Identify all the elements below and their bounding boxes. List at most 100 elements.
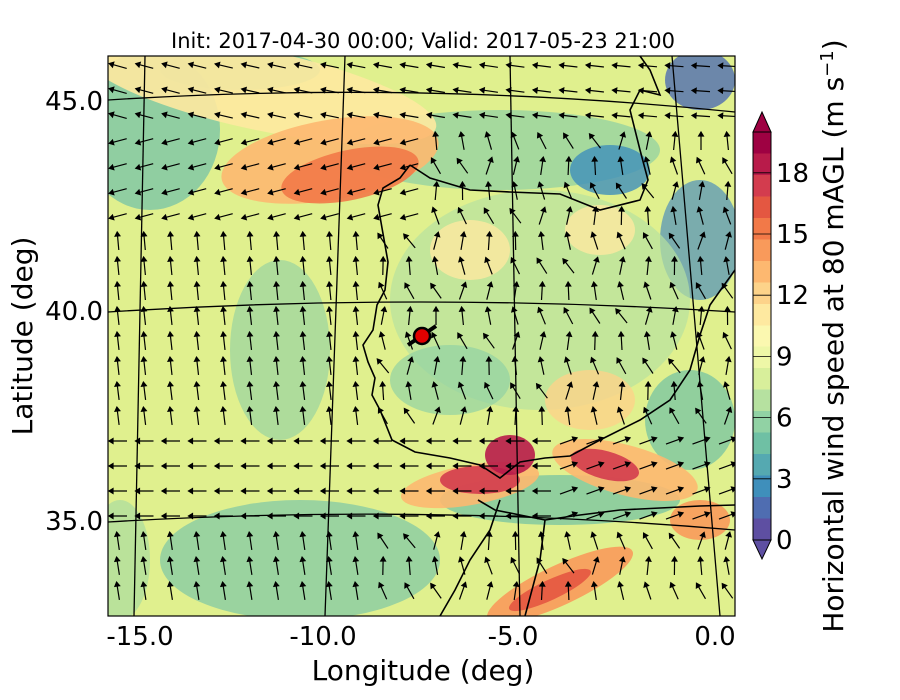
wind-arrow-head: [399, 86, 406, 94]
wind-arrow-head: [590, 580, 598, 588]
wind-arrow-head: [319, 512, 326, 520]
wind-arrow-head: [240, 437, 247, 445]
coastlines: [362, 56, 735, 616]
wind-arrow-head: [590, 231, 597, 238]
wind-arrow-head: [589, 307, 596, 315]
iberia-coastline: [362, 164, 735, 479]
wind-arrow-head: [668, 532, 675, 540]
wind-arrow-head: [219, 530, 227, 538]
wind-arrow-head: [452, 512, 459, 520]
wind-arrow-head: [299, 405, 307, 413]
wind-arrow-head: [240, 213, 248, 221]
wind-arrow-head: [536, 257, 543, 265]
wind-arrow-head: [558, 86, 565, 94]
wind-arrow-head: [510, 306, 518, 313]
wind-arrow-head: [584, 62, 592, 70]
wind-arrow-head: [485, 180, 493, 188]
wind-arrow-head: [193, 380, 201, 388]
wind-arrow-head: [404, 331, 412, 339]
wind-arrow-head: [677, 461, 685, 468]
wind-arrow-head: [240, 111, 248, 119]
wind-arrow-head: [407, 356, 414, 363]
wind-arrow-head: [160, 487, 167, 495]
wind-arrow-head: [723, 556, 731, 563]
wind-arrow-head: [593, 256, 600, 263]
wind-arrow-head: [373, 213, 380, 221]
wind-arrow-head: [187, 61, 195, 69]
wind-arrow-head: [669, 407, 676, 414]
wind-arrow-head: [352, 305, 360, 313]
wind-arrow-head: [293, 188, 301, 196]
colorbar-tick-label: 9: [776, 342, 793, 372]
wind-arrow-head: [431, 206, 438, 214]
wind-arrow-head: [430, 282, 437, 290]
wind-arrow-head: [672, 181, 679, 188]
wind-arrow-head: [511, 355, 519, 363]
wind-arrow-head: [624, 436, 632, 443]
wind-arrow-head: [535, 382, 543, 390]
wind-arrow-head: [187, 86, 195, 94]
wind-arrow-head: [166, 530, 174, 538]
wind-arrow-head: [377, 407, 384, 414]
wind-arrow-head: [108, 163, 115, 171]
wind-arrow-head: [352, 255, 360, 263]
wind-arrow-head: [695, 407, 702, 415]
wind-arrow-head: [703, 436, 711, 443]
wind-arrow-head: [484, 256, 491, 264]
x-tick-label: -15.0: [106, 622, 173, 652]
wind-arrow-head: [721, 582, 728, 590]
wind-arrow-head: [616, 531, 623, 539]
wind-arrow-head: [589, 182, 597, 189]
wind-arrow-head: [538, 580, 546, 587]
wind-arrow-head: [214, 111, 221, 119]
wind-arrow-head: [617, 581, 624, 588]
wind-arrow-head: [219, 555, 227, 563]
wind-arrow-head: [352, 330, 360, 338]
wind-arrow-head: [642, 232, 649, 239]
wind-arrow-head: [487, 156, 494, 164]
wind-arrow-head: [272, 355, 280, 363]
wind-arrow-head: [293, 111, 300, 119]
wind-arrow-head: [140, 555, 148, 563]
wind-arrow-head: [478, 487, 485, 495]
wind-arrow-head: [425, 61, 433, 69]
wind-arrow-head: [319, 462, 326, 470]
wind-arrow-head: [650, 486, 658, 493]
wind-arrow-head: [536, 557, 543, 565]
wind-arrow-head: [167, 305, 174, 313]
wind-arrow-head: [187, 437, 194, 445]
wind-arrow-head: [618, 556, 626, 563]
wind-arrow-head: [697, 130, 705, 137]
wind-arrow-head: [536, 131, 544, 139]
wind-arrow-head: [140, 355, 148, 363]
y-tick-label: 40.0: [45, 297, 103, 327]
wind-arrow-head: [564, 280, 572, 287]
wind-arrow-head: [588, 132, 596, 140]
wind-arrow-head: [213, 512, 220, 520]
wind-arrow-head: [161, 61, 168, 69]
colorbar-tick-label: 18: [776, 159, 809, 189]
wind-arrow-head: [458, 131, 466, 138]
colorbar-label: Horizontal wind speed at 80 mAGL (m s−1): [817, 39, 850, 632]
wind-arrow-head: [478, 462, 485, 470]
wind-arrow-head: [352, 355, 360, 363]
wind-arrow-head: [433, 231, 441, 238]
wind-arrow-head: [108, 138, 115, 146]
wind-arrow-head: [452, 437, 459, 445]
wind-arrow-head: [219, 580, 227, 588]
wind-arrow-head: [643, 406, 650, 414]
wind-arrow-head: [558, 61, 565, 69]
wind-arrow-head: [346, 86, 353, 94]
meridian-10: [324, 56, 346, 616]
wind-arrow-head: [699, 231, 706, 239]
wind-arrow-head: [108, 512, 114, 520]
wind-arrow-head: [214, 86, 221, 94]
wind-arrow-head: [431, 555, 439, 563]
wind-arrow-head: [134, 512, 141, 520]
wind-arrow-head: [134, 188, 142, 196]
wind-arrow-head: [431, 255, 439, 263]
wind-arrow-head: [717, 87, 724, 95]
wind-arrow-head: [452, 86, 459, 94]
wind-arrow-head: [485, 530, 493, 537]
wind-arrow-head: [108, 437, 114, 445]
